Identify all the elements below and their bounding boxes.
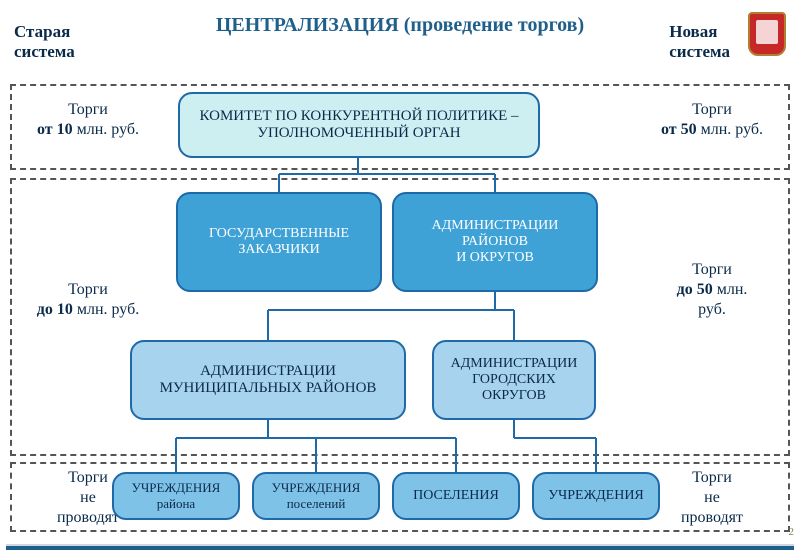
coat-of-arms-icon (748, 12, 786, 56)
connector (357, 158, 359, 174)
caption-top-right: Торги от 50 млн. руб. (642, 100, 782, 140)
connector (315, 438, 317, 472)
caption-top-left: Торги от 10 млн. руб. (18, 100, 158, 140)
node-admdo: АДМИНИСТРАЦИИРАЙОНОВИ ОКРУГОВ (392, 192, 598, 292)
footer-rule (6, 546, 794, 550)
node-inst: УЧРЕЖДЕНИЯ (532, 472, 660, 520)
connector (175, 438, 177, 472)
node-gov: ГОСУДАРСТВЕННЫЕЗАКАЗЧИКИ (176, 192, 382, 292)
connector (513, 420, 515, 438)
connector (279, 173, 495, 175)
connector (595, 438, 597, 472)
connector (267, 310, 269, 340)
left-system-label: Стараясистема (14, 22, 75, 63)
caption-bot-right: Торги не проводят (642, 468, 782, 528)
node-inst_p: УЧРЕЖДЕНИЯпоселений (252, 472, 380, 520)
node-okrug: АДМИНИСТРАЦИИГОРОДСКИХОКРУГОВ (432, 340, 596, 420)
connector (514, 437, 596, 439)
connector (278, 174, 280, 192)
connector (494, 292, 496, 310)
right-system-label: Новаясистема (669, 22, 730, 63)
caption-mid-right: Торги до 50 млн.руб. (642, 260, 782, 320)
connector (494, 174, 496, 192)
connector (455, 438, 457, 472)
page-number: 2 (789, 526, 795, 538)
connector (267, 420, 269, 438)
connector (268, 309, 514, 311)
node-root: КОМИТЕТ ПО КОНКУРЕНТНОЙ ПОЛИТИКЕ –УПОЛНО… (178, 92, 540, 158)
node-inst_r: УЧРЕЖДЕНИЯрайона (112, 472, 240, 520)
node-posel: ПОСЕЛЕНИЯ (392, 472, 520, 520)
node-munic: АДМИНИСТРАЦИИМУНИЦИПАЛЬНЫХ РАЙОНОВ (130, 340, 406, 420)
connector (513, 310, 515, 340)
caption-mid-left: Торги до 10 млн. руб. (18, 280, 158, 320)
